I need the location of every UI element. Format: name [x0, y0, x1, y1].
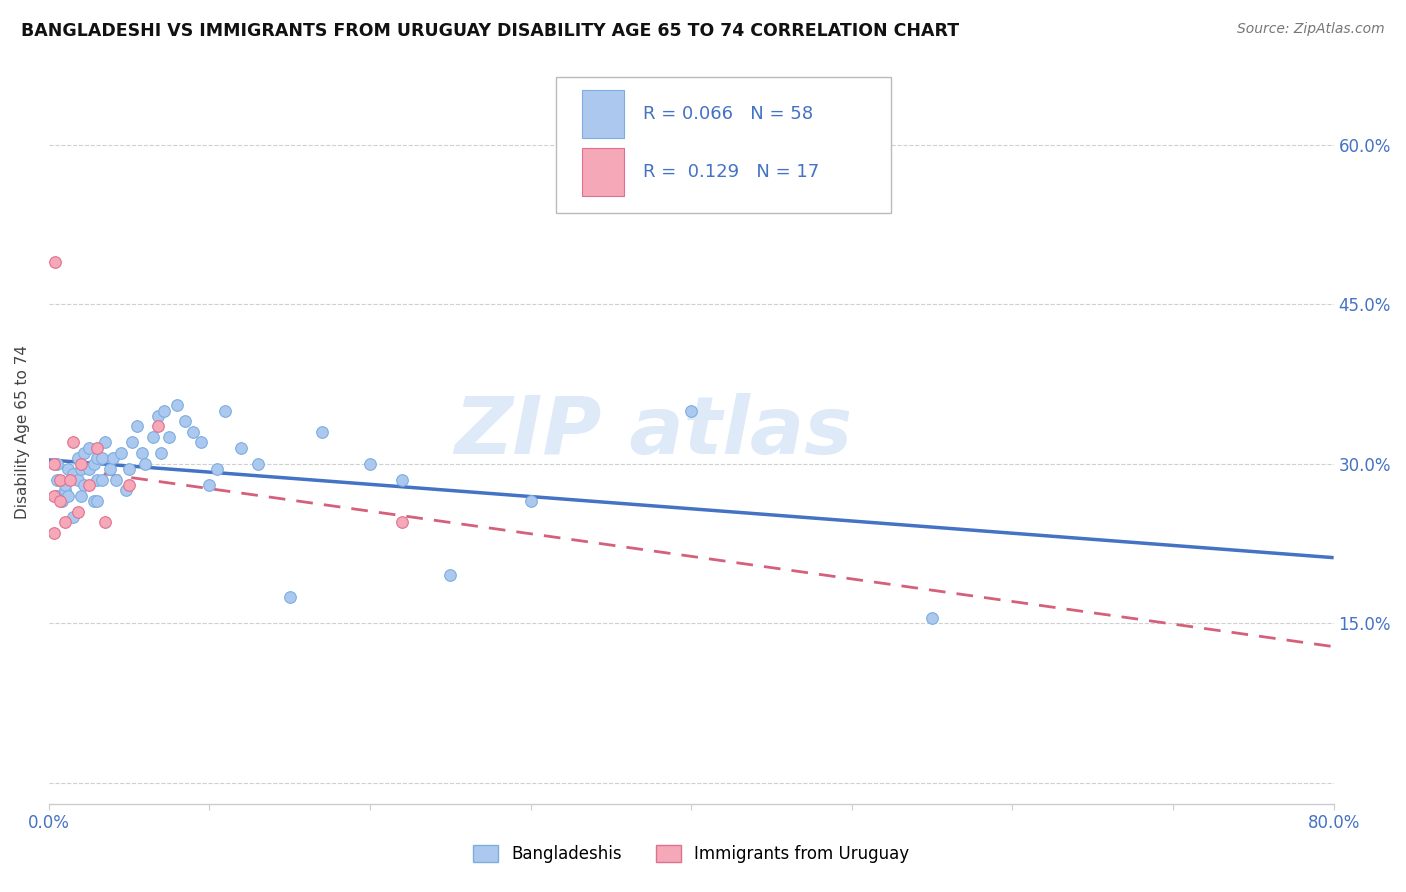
Point: [86, 473, 108, 487]
Point: [70, 462, 93, 476]
Point: [53, 478, 76, 492]
Point: [45, 473, 67, 487]
Point: [118, 462, 141, 476]
Text: R =  0.129   N = 17: R = 0.129 N = 17: [643, 162, 820, 181]
Point: [62, 467, 84, 482]
Point: [53, 483, 76, 498]
Point: [359, 457, 381, 471]
Point: [66, 473, 89, 487]
Point: [115, 483, 138, 498]
Point: [198, 478, 221, 492]
Point: [86, 494, 108, 508]
Point: [42, 457, 65, 471]
Point: [391, 515, 413, 529]
Point: [90, 473, 112, 487]
Point: [83, 457, 105, 471]
Point: [105, 473, 128, 487]
Point: [70, 457, 93, 471]
Point: [439, 568, 461, 582]
Point: [73, 478, 96, 492]
Point: [51, 494, 73, 508]
Point: [66, 504, 89, 518]
Point: [150, 446, 173, 460]
Point: [42, 525, 65, 540]
Point: [49, 473, 72, 487]
Point: [110, 446, 132, 460]
Point: [98, 462, 121, 476]
Point: [127, 419, 149, 434]
Point: [142, 430, 165, 444]
Point: [62, 509, 84, 524]
Point: [131, 446, 153, 460]
Y-axis label: Disability Age 65 to 74: Disability Age 65 to 74: [15, 345, 30, 519]
Text: R = 0.066   N = 58: R = 0.066 N = 58: [643, 104, 813, 122]
Point: [134, 457, 156, 471]
Point: [166, 398, 188, 412]
Point: [214, 403, 236, 417]
Point: [86, 441, 108, 455]
Point: [70, 489, 93, 503]
Point: [73, 446, 96, 460]
Text: ZIP atlas: ZIP atlas: [454, 392, 852, 471]
Point: [90, 451, 112, 466]
Point: [246, 457, 269, 471]
Point: [66, 451, 89, 466]
Point: [86, 451, 108, 466]
Point: [921, 611, 943, 625]
Point: [681, 403, 703, 417]
Point: [56, 489, 79, 503]
Point: [146, 409, 169, 423]
Point: [59, 473, 82, 487]
Point: [94, 515, 117, 529]
Text: BANGLADESHI VS IMMIGRANTS FROM URUGUAY DISABILITY AGE 65 TO 74 CORRELATION CHART: BANGLADESHI VS IMMIGRANTS FROM URUGUAY D…: [21, 22, 959, 40]
Point: [311, 425, 333, 439]
Point: [44, 254, 66, 268]
Point: [153, 403, 176, 417]
Point: [174, 414, 197, 428]
Point: [53, 515, 76, 529]
Point: [190, 435, 212, 450]
Point: [118, 478, 141, 492]
Point: [83, 494, 105, 508]
Point: [56, 462, 79, 476]
Text: Source: ZipAtlas.com: Source: ZipAtlas.com: [1237, 22, 1385, 37]
Point: [146, 419, 169, 434]
Point: [181, 425, 204, 439]
Point: [519, 494, 541, 508]
Point: [391, 473, 413, 487]
Point: [62, 435, 84, 450]
Point: [77, 478, 100, 492]
Point: [278, 590, 301, 604]
Point: [207, 462, 229, 476]
Point: [49, 494, 72, 508]
Point: [77, 441, 100, 455]
Point: [45, 489, 67, 503]
Point: [121, 435, 143, 450]
Point: [77, 462, 100, 476]
Legend: Bangladeshis, Immigrants from Uruguay: Bangladeshis, Immigrants from Uruguay: [467, 838, 915, 870]
Point: [42, 489, 65, 503]
Point: [101, 451, 124, 466]
Point: [157, 430, 180, 444]
Point: [45, 457, 67, 471]
Point: [231, 441, 253, 455]
Point: [94, 435, 117, 450]
